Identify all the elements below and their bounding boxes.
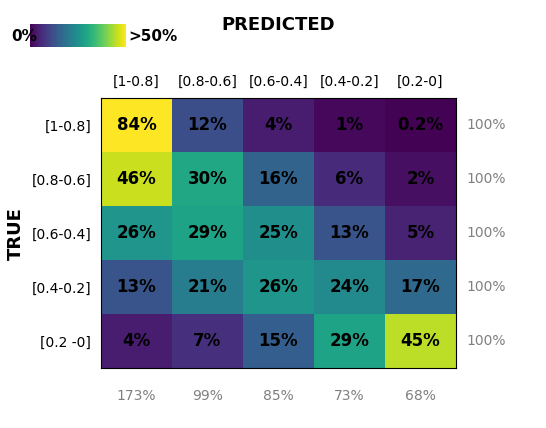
Text: 7%: 7%	[193, 332, 222, 350]
Text: 100%: 100%	[467, 226, 506, 240]
Text: 30%: 30%	[188, 170, 227, 188]
Text: 24%: 24%	[329, 278, 370, 296]
Text: 85%: 85%	[263, 389, 294, 404]
Text: 0%: 0%	[11, 29, 37, 44]
X-axis label: PREDICTED: PREDICTED	[222, 16, 335, 34]
Text: 5%: 5%	[406, 224, 435, 242]
Text: 100%: 100%	[467, 172, 506, 186]
Text: 16%: 16%	[259, 170, 298, 188]
Text: 21%: 21%	[188, 278, 227, 296]
Text: 68%: 68%	[405, 389, 436, 404]
Y-axis label: TRUE: TRUE	[7, 207, 25, 260]
Text: 17%: 17%	[401, 278, 440, 296]
Text: 4%: 4%	[122, 332, 151, 350]
Text: 100%: 100%	[467, 119, 506, 132]
Text: 173%: 173%	[117, 389, 156, 404]
Text: 12%: 12%	[188, 116, 227, 134]
Text: 13%: 13%	[117, 278, 156, 296]
Text: 46%: 46%	[117, 170, 156, 188]
Text: 4%: 4%	[264, 116, 293, 134]
Text: >50%: >50%	[128, 29, 177, 44]
Text: 25%: 25%	[259, 224, 298, 242]
Text: 73%: 73%	[334, 389, 365, 404]
Text: 99%: 99%	[192, 389, 223, 404]
Text: 6%: 6%	[335, 170, 364, 188]
Text: 100%: 100%	[467, 334, 506, 348]
Text: 84%: 84%	[117, 116, 156, 134]
Text: 1%: 1%	[335, 116, 364, 134]
Text: 26%: 26%	[259, 278, 298, 296]
Text: 100%: 100%	[467, 280, 506, 294]
Text: 15%: 15%	[259, 332, 298, 350]
Text: 13%: 13%	[330, 224, 369, 242]
Text: 0.2%: 0.2%	[397, 116, 443, 134]
Text: 29%: 29%	[329, 332, 370, 350]
Text: 2%: 2%	[406, 170, 435, 188]
Text: 26%: 26%	[117, 224, 156, 242]
Text: 45%: 45%	[401, 332, 440, 350]
Text: 29%: 29%	[187, 224, 228, 242]
